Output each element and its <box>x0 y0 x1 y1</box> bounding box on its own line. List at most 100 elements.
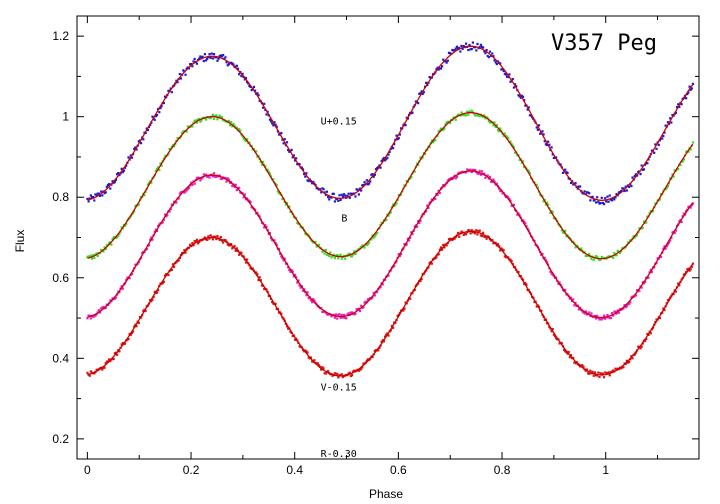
data-point <box>564 168 567 171</box>
data-point <box>344 316 347 320</box>
data-point <box>565 171 568 174</box>
data-point <box>671 113 674 117</box>
data-point <box>285 325 289 328</box>
data-point <box>687 205 690 208</box>
data-point <box>376 231 379 234</box>
data-point <box>368 241 371 244</box>
x-axis-label: Phase <box>369 487 403 501</box>
data-point <box>436 193 439 196</box>
data-point <box>371 296 374 299</box>
fit-curve <box>87 230 694 377</box>
fit-curve <box>87 170 694 319</box>
data-point <box>634 294 638 297</box>
data-point <box>195 121 199 124</box>
data-point <box>293 159 297 162</box>
data-point <box>321 187 324 190</box>
data-point <box>539 132 542 135</box>
data-point <box>566 352 569 355</box>
data-point <box>506 75 509 78</box>
data-point <box>483 50 486 53</box>
data-point <box>95 313 98 316</box>
data-point <box>542 200 545 203</box>
data-point <box>501 192 504 195</box>
data-point <box>202 173 205 176</box>
data-point <box>625 189 628 192</box>
data-point <box>191 125 194 128</box>
data-point <box>382 340 386 343</box>
data-point <box>112 357 115 361</box>
data-point <box>564 229 567 232</box>
data-point <box>417 163 420 166</box>
data-point <box>492 178 495 181</box>
data-point <box>219 177 222 180</box>
data-point <box>379 285 382 288</box>
data-point <box>620 189 623 193</box>
data-point <box>362 362 365 365</box>
data-point <box>244 198 248 201</box>
data-point <box>206 238 209 241</box>
data-point <box>446 179 449 182</box>
data-point <box>246 258 249 261</box>
data-point <box>200 177 203 180</box>
data-point <box>198 57 201 60</box>
data-point <box>470 47 473 51</box>
data-point <box>592 258 595 262</box>
data-point <box>357 307 360 310</box>
data-point <box>182 69 185 72</box>
data-point <box>185 130 188 133</box>
data-point <box>469 232 472 235</box>
data-point <box>586 372 590 375</box>
data-point <box>325 253 329 256</box>
data-point <box>414 100 417 103</box>
data-point <box>678 220 681 223</box>
data-point <box>607 255 610 258</box>
data-point <box>470 171 473 174</box>
data-point <box>199 120 202 123</box>
data-point <box>181 252 184 255</box>
data-point <box>123 342 127 345</box>
data-point <box>643 339 647 343</box>
data-point <box>246 138 249 141</box>
data-point <box>666 299 669 302</box>
data-point <box>574 182 577 185</box>
data-point <box>447 238 451 241</box>
data-point <box>215 237 218 241</box>
data-point <box>513 83 517 86</box>
data-point <box>220 177 224 181</box>
data-point <box>239 191 242 194</box>
data-point <box>641 281 644 284</box>
data-point <box>304 175 307 178</box>
data-point <box>448 52 452 55</box>
data-point <box>182 130 185 133</box>
data-point <box>399 253 403 256</box>
data-point <box>175 201 178 204</box>
data-point <box>551 153 554 156</box>
data-point <box>134 263 137 266</box>
data-point <box>283 138 286 141</box>
data-point <box>594 374 598 377</box>
data-point <box>623 189 626 193</box>
data-point <box>525 225 528 228</box>
data-point <box>211 113 215 116</box>
data-point <box>594 201 598 204</box>
data-point <box>398 254 402 258</box>
data-point <box>118 291 121 294</box>
data-point <box>366 243 370 246</box>
data-point <box>430 198 433 201</box>
data-point <box>233 245 236 248</box>
data-point <box>101 194 104 197</box>
data-point <box>434 257 437 260</box>
data-point <box>289 330 292 333</box>
data-point <box>472 46 476 49</box>
data-point <box>403 184 406 187</box>
data-point <box>277 192 281 195</box>
data-point <box>596 374 599 377</box>
data-point <box>378 164 381 167</box>
data-point <box>500 247 503 250</box>
data-point <box>666 121 669 124</box>
data-point <box>607 316 610 319</box>
data-point <box>105 360 108 363</box>
data-point <box>238 73 241 76</box>
data-point <box>274 302 277 306</box>
